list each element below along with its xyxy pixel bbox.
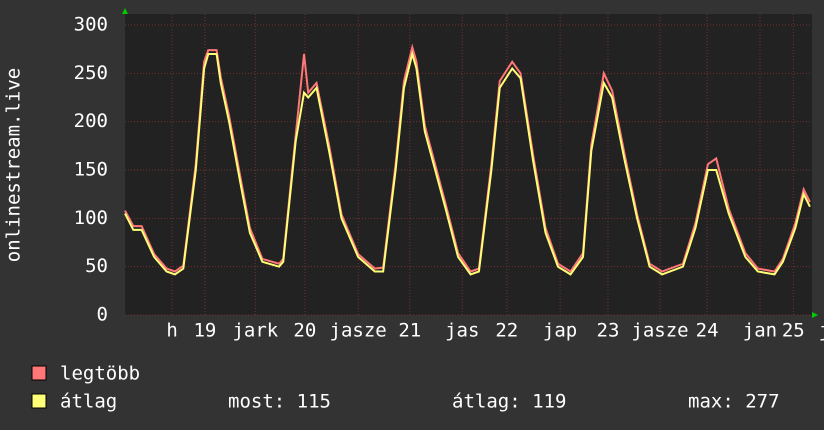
y-tick-label: 200: [74, 110, 108, 132]
x-tick-label: h: [166, 320, 177, 342]
stat: max: 277: [688, 391, 780, 413]
x-tick-label: 22: [495, 320, 518, 342]
y-tick-label: 300: [74, 14, 108, 36]
x-tick-label: jark: [232, 320, 278, 342]
y-tick-label: 150: [74, 159, 108, 181]
x-tick-label: jasze: [330, 320, 387, 342]
y-tick-label: 0: [97, 304, 108, 326]
x-tick-label: 25: [782, 320, 805, 342]
x-tick-label: jap: [543, 320, 577, 342]
x-tick-label: 19: [193, 320, 216, 342]
axis-arrow: [122, 8, 128, 14]
line: [124, 50, 811, 276]
y-tick-label: 50: [85, 255, 108, 277]
x-tick-label: 23: [597, 320, 620, 342]
axis-arrow: [812, 312, 818, 318]
legend-swatch: [31, 365, 47, 381]
y-tick-label: 250: [74, 62, 108, 84]
plot-area: [125, 14, 812, 315]
x-tick-label: j: [819, 320, 824, 342]
x-tick-label: jan: [743, 320, 777, 342]
stat: most: 115: [228, 391, 331, 413]
x-tick-label: 21: [398, 320, 421, 342]
y-axis-label: onlinestream.live: [3, 68, 25, 262]
y-tick-label: 100: [74, 207, 108, 229]
x-tick-label: jasze: [631, 320, 688, 342]
legend-label: legtöbb: [60, 363, 140, 385]
stat: átlag: 119: [452, 391, 566, 413]
legend-swatch: [31, 393, 47, 409]
x-tick-label: jas: [445, 320, 479, 342]
x-tick-label: 20: [293, 320, 316, 342]
legend-label: átlag: [60, 391, 117, 413]
x-tick-label: 24: [696, 320, 719, 342]
